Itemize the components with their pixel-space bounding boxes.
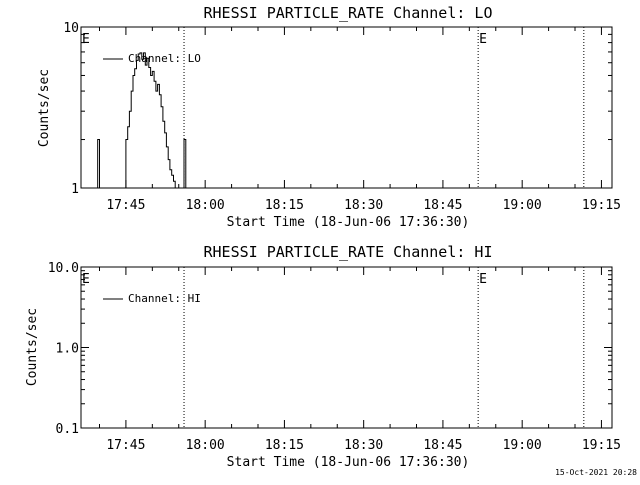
x-tick-label: 18:15 bbox=[265, 198, 304, 213]
event-marker-label: E bbox=[479, 272, 487, 287]
x-axis-label: Start Time (18-Jun-06 17:36:30) bbox=[227, 455, 470, 470]
y-axis-label: Counts/sec bbox=[37, 69, 52, 147]
legend-label: Channel: HI bbox=[128, 292, 201, 305]
y-tick-label: 0.1 bbox=[56, 422, 79, 437]
y-tick-label: 10.0 bbox=[48, 261, 79, 276]
panel-hi: RHESSI PARTICLE_RATE Channel: HI Start T… bbox=[25, 243, 621, 470]
x-tick-label: 19:00 bbox=[503, 438, 542, 453]
y-tick-label: 1.0 bbox=[56, 342, 79, 357]
x-tick-label: 17:45 bbox=[106, 198, 145, 213]
series-line bbox=[94, 52, 187, 189]
x-axis-label: Start Time (18-Jun-06 17:36:30) bbox=[227, 215, 470, 230]
x-tick-label: 19:00 bbox=[503, 198, 542, 213]
panel-lo: RHESSI PARTICLE_RATE Channel: LO Start T… bbox=[37, 4, 621, 230]
x-tick-label: 17:45 bbox=[106, 438, 145, 453]
plot-frame bbox=[80, 26, 613, 189]
x-tick-label: 18:30 bbox=[344, 198, 383, 213]
x-tick-label: 18:45 bbox=[423, 438, 462, 453]
event-marker-label: E bbox=[479, 32, 487, 47]
x-tick-label: 18:00 bbox=[186, 198, 225, 213]
x-tick-label: 18:15 bbox=[265, 438, 304, 453]
y-axis-label: Counts/sec bbox=[25, 308, 40, 386]
x-tick-label: 18:00 bbox=[186, 438, 225, 453]
legend-label: Channel: LO bbox=[128, 52, 201, 65]
x-tick-label: 19:15 bbox=[582, 438, 621, 453]
x-tick-label: 19:15 bbox=[582, 198, 621, 213]
y-tick-label: 1 bbox=[71, 182, 79, 197]
chart-title: RHESSI PARTICLE_RATE Channel: HI bbox=[204, 243, 493, 261]
x-tick-label: 18:30 bbox=[344, 438, 383, 453]
event-marker-label: E bbox=[82, 32, 90, 47]
chart-title: RHESSI PARTICLE_RATE Channel: LO bbox=[204, 4, 493, 22]
generation-timestamp: 15-Oct-2021 20:28 bbox=[555, 468, 637, 477]
x-tick-label: 18:45 bbox=[423, 198, 462, 213]
event-marker-label: E bbox=[82, 272, 90, 287]
y-tick-label: 10 bbox=[63, 21, 79, 36]
